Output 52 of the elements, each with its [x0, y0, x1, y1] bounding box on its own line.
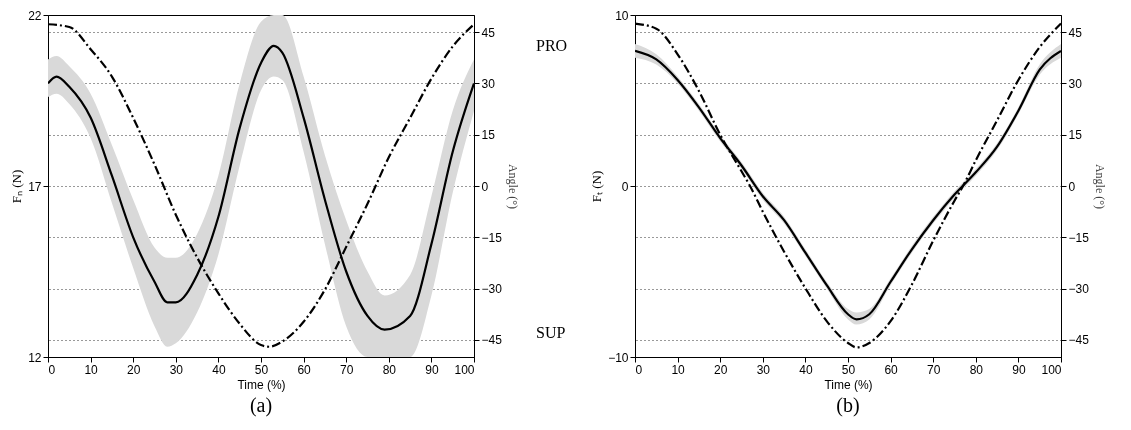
text: PRO: [536, 36, 568, 54]
x-tick-label: 90: [425, 362, 439, 377]
x-tick-label: 30: [169, 362, 184, 377]
y2-tick-label: 0: [1068, 179, 1076, 194]
y2-tick-label: −30: [1068, 282, 1090, 297]
y2-tick-label: 0: [481, 179, 489, 194]
x-tick-label: 90: [1012, 362, 1026, 377]
x-tick-label: 60: [297, 362, 312, 377]
x-tick-label: 70: [340, 362, 354, 377]
y2-tick-label: 30: [481, 76, 496, 91]
x-axis-title: Time (%): [237, 377, 286, 392]
y2-tick-label: 45: [1068, 25, 1083, 40]
y2-tick-label: −15: [1068, 230, 1090, 245]
x-tick-label: 40: [799, 362, 813, 377]
x-tick-label: 10: [671, 362, 686, 377]
x-tick-label: 40: [212, 362, 226, 377]
y2-tick-label: 15: [481, 128, 496, 143]
x-tick-label: 20: [714, 362, 728, 377]
x-tick-label: 50: [254, 362, 269, 377]
y2-tick-label: 15: [1068, 128, 1083, 143]
x-tick-label: 10: [84, 362, 99, 377]
y2-tick-label: 30: [1068, 76, 1083, 91]
y2-tick-label: −30: [481, 282, 503, 297]
y-tick-label: 17: [28, 179, 42, 194]
x-tick-label: 0: [48, 362, 56, 377]
x-tick-label: 100: [1041, 362, 1062, 377]
y-axis-title: Fₙ (N): [9, 169, 25, 204]
x-tick-label: 80: [969, 362, 984, 377]
x-tick-label: 100: [454, 362, 475, 377]
x-tick-label: 70: [927, 362, 941, 377]
y-tick-label: 10: [615, 8, 629, 23]
x-tick-label: 30: [756, 362, 771, 377]
x-tick-label: 20: [127, 362, 141, 377]
y2-axis-title: Angle (°): [1092, 163, 1107, 210]
y2-tick-label: 45: [481, 25, 496, 40]
x-tick-label: 0: [635, 362, 643, 377]
y-axis-title: Fₜ (N): [589, 170, 605, 203]
y-tick-label: 0: [621, 179, 629, 194]
y2-tick-label: −45: [481, 333, 503, 348]
y-tick-label: 12: [28, 350, 42, 365]
y2-axis-title: Angle (°): [505, 163, 520, 210]
y2-tick-label: −15: [481, 230, 503, 245]
text: SUP: [536, 324, 566, 342]
x-tick-label: 50: [841, 362, 856, 377]
y-tick-label: −10: [608, 350, 629, 365]
y-tick-label: 22: [28, 8, 42, 23]
text: (b): [836, 394, 860, 417]
x-tick-label: 60: [884, 362, 899, 377]
text: (a): [249, 394, 273, 417]
y2-tick-label: −45: [1068, 333, 1090, 348]
x-axis-title: Time (%): [824, 377, 873, 392]
x-tick-label: 80: [382, 362, 397, 377]
